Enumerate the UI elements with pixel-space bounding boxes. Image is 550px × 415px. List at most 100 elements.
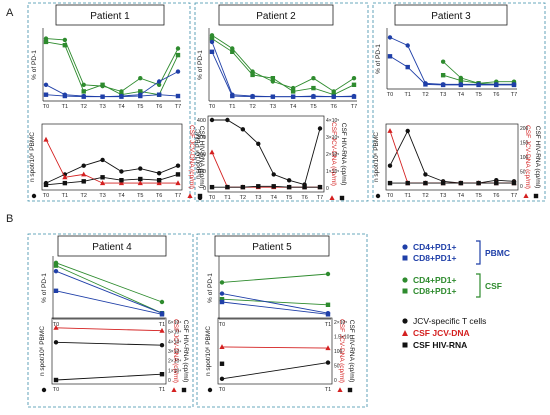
data-point: [62, 43, 68, 48]
x-tick-label: T5: [310, 104, 316, 110]
x-tick-label: T7: [317, 195, 323, 201]
data-point: [175, 93, 181, 99]
data-point: [53, 325, 59, 330]
data-point: [62, 93, 68, 99]
x-tick-label: T1: [229, 104, 235, 110]
data-point: [219, 291, 225, 296]
x-tick-label: T4: [458, 92, 464, 98]
axis-marker-circle: [207, 387, 213, 393]
series-line: [55, 373, 163, 381]
x-tick-label: T3: [99, 193, 105, 199]
data-point: [81, 82, 86, 88]
x-tick-label: T3: [99, 104, 105, 110]
x-tick-label: T2: [249, 104, 255, 110]
x-tick-label: T1: [405, 193, 411, 199]
y-axis-label-spots: n spot/10⁶ PBMC: [195, 129, 202, 179]
y-axis-label-jcv: CSF JCV-DNA (cp/ml): [524, 125, 531, 189]
x-tick-label: T4: [118, 104, 124, 110]
legend-item-jcv-dna: CSF JCV-DNA: [402, 328, 470, 338]
data-point: [43, 182, 49, 188]
data-point: [138, 166, 143, 171]
x-tick-label: T0: [43, 193, 49, 199]
data-point: [351, 76, 357, 81]
legend-label: CD4+PD1+: [413, 275, 457, 285]
section-label-b: B: [6, 213, 13, 225]
x-tick-label: T7: [511, 92, 517, 98]
x-tick-label: T0: [53, 387, 59, 393]
y-axis-label-hiv: CSF HIV-RNA (cp/ml): [348, 320, 355, 382]
x-tick-label: T2: [422, 193, 428, 199]
data-point: [250, 72, 255, 78]
y-tick-label: 300: [197, 135, 206, 141]
patient-panel: Patient 1 % of PD-1 T0 T1 T2 T3 T4 T5 T6 T7 n spot…: [27, 2, 205, 202]
axis-marker-square: [339, 195, 345, 201]
axis-marker-circle: [41, 387, 47, 393]
data-point: [62, 37, 68, 43]
dual-axis-frame: [207, 115, 325, 193]
data-point: [159, 299, 165, 305]
dual-axis-frame: [385, 123, 519, 191]
data-point: [119, 178, 124, 183]
data-point: [175, 69, 181, 74]
data-point: [138, 89, 143, 94]
data-point: [53, 340, 59, 345]
data-point: [209, 149, 215, 155]
series-line: [221, 298, 329, 306]
y-tick-label: 200: [197, 152, 206, 158]
data-point: [271, 172, 276, 177]
series-line: [221, 273, 329, 283]
data-point: [440, 82, 446, 88]
patient-panel: Patient 4 % of PD-1 T0 T1 n spot/10⁶ PBMC CSF…: [27, 233, 194, 408]
data-point: [440, 180, 446, 186]
data-point: [230, 49, 235, 54]
legend-label: CSF HIV-RNA: [413, 340, 467, 350]
dual-axis-frame: [41, 123, 183, 191]
y2-tick-label: 5×10⁴: [168, 330, 181, 336]
data-point: [240, 184, 246, 190]
series-line: [55, 270, 163, 314]
legend-label: CD4+PD1+: [413, 242, 457, 252]
x-tick-label: T0: [209, 195, 215, 201]
data-point: [331, 94, 336, 99]
y2-tick-label: 1×10⁵: [326, 169, 339, 175]
data-point: [458, 82, 464, 88]
axis-marker-triangle: [523, 193, 529, 198]
series-line: [221, 301, 329, 315]
panel-title-box: [218, 4, 334, 26]
x-tick-label: T6: [301, 195, 307, 201]
dual-axis-frame: [51, 317, 167, 385]
data-point: [209, 39, 215, 45]
x-tick-label: T3: [440, 193, 446, 199]
data-point: [159, 312, 165, 317]
y-tick-label: 100: [197, 169, 206, 175]
axis-marker-square: [181, 387, 187, 393]
data-point: [387, 163, 393, 168]
y2-tick-label: 0: [334, 378, 337, 384]
x-tick-label: T7: [175, 104, 181, 110]
x-tick-label: T7: [175, 193, 181, 199]
x-tick-label: T5: [137, 104, 143, 110]
data-point: [219, 280, 225, 285]
legend-label: CD8+PD1+: [413, 253, 457, 263]
y2-tick-label: 200: [520, 126, 529, 132]
data-point: [440, 59, 446, 64]
data-point: [458, 180, 464, 186]
y2-tick-label: 3×10⁴: [168, 349, 181, 355]
data-point: [62, 174, 68, 180]
x-tick-label: T1: [405, 92, 411, 98]
data-point: [219, 297, 225, 302]
y2-tick-label: 2×10⁵: [334, 320, 347, 326]
series-line: [45, 173, 179, 186]
series-line: [55, 262, 163, 303]
series-line: [211, 51, 354, 98]
data-point: [53, 269, 59, 274]
data-point: [159, 343, 165, 348]
data-point: [99, 180, 106, 186]
data-point: [209, 36, 215, 41]
data-point: [271, 184, 276, 189]
x-tick-label: T2: [81, 104, 87, 110]
x-tick-label: T5: [137, 193, 143, 199]
series-line: [389, 36, 514, 85]
legend-bracket-csf: [476, 273, 481, 298]
data-point: [219, 361, 225, 366]
